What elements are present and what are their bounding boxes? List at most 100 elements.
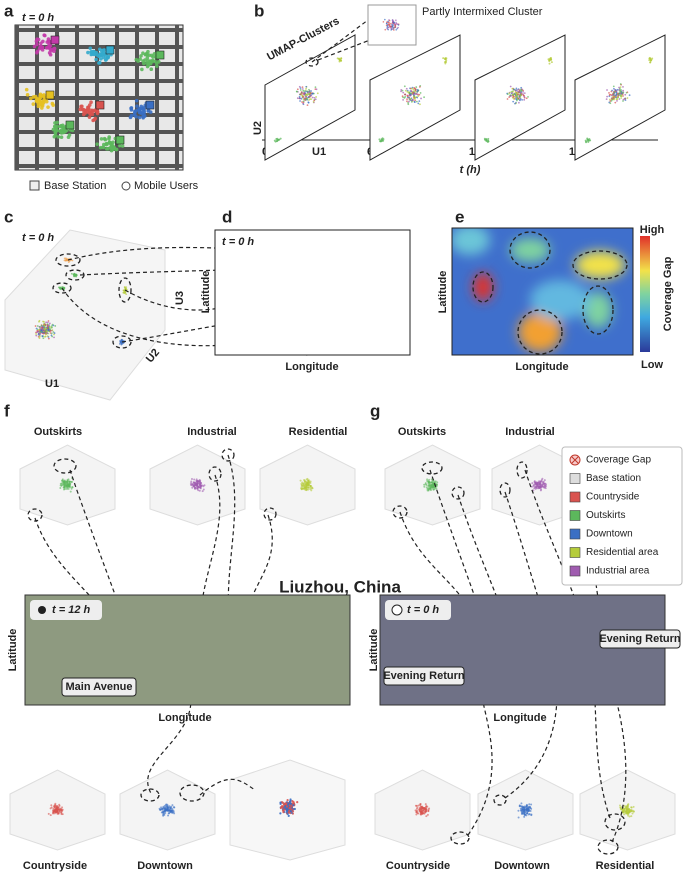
point [281,809,285,812]
point [137,115,142,120]
point [56,804,59,807]
point [298,85,301,88]
point [160,811,163,814]
point [99,137,104,141]
point [35,333,37,335]
point [513,98,515,100]
cluster-name: Industrial [505,426,555,438]
point [387,23,390,26]
point [539,484,542,487]
point [512,100,515,103]
point [520,805,523,808]
point [41,335,44,337]
point [44,99,49,104]
legend-swatch [571,456,579,464]
point [47,336,50,338]
point [548,59,551,62]
point [628,815,631,818]
point [517,809,520,812]
point [608,92,610,94]
point [404,89,407,92]
connector [199,474,221,656]
point [425,483,428,486]
point [395,28,398,31]
time-label: t = 0 h [22,12,54,24]
point [538,480,541,483]
point [487,137,490,140]
highlight [509,231,551,269]
point [192,481,195,484]
point [155,64,159,68]
point [624,809,627,812]
point [613,95,616,98]
point [514,102,516,105]
point [529,807,532,810]
point [51,103,55,107]
annotation: Evening Return [599,633,681,645]
point [70,128,75,133]
point [66,485,69,488]
point [50,325,53,328]
point [426,478,429,481]
point [506,98,509,100]
point [435,485,438,488]
colorbar [640,236,650,352]
point [530,485,533,488]
point [392,20,394,23]
highlight [305,57,319,67]
point [605,98,608,101]
point [521,809,524,812]
point [285,805,289,808]
point [35,49,40,54]
point [588,139,591,142]
point [386,23,388,25]
point [59,807,62,810]
point [296,801,299,804]
point [420,809,423,812]
highlight [499,482,511,498]
point [199,487,202,490]
point [420,97,422,100]
point [429,489,432,492]
point [107,140,112,145]
point [31,102,36,106]
point [541,483,544,486]
point [550,61,553,64]
point [412,88,415,91]
point [302,93,305,96]
point [403,85,406,88]
point [395,21,397,24]
point [444,62,447,65]
point [429,487,432,490]
point [74,273,77,276]
point [141,61,146,66]
legend-text: Residential area [586,547,659,558]
point [42,337,45,340]
point [293,807,296,811]
point [88,46,93,51]
point [160,806,163,809]
point [418,100,421,103]
point [72,273,75,276]
point [195,486,198,489]
point [523,814,526,817]
point [405,87,408,90]
point [89,50,94,54]
point [415,811,418,814]
axis-label: U1 [312,146,326,158]
axis-label: U2 [252,121,264,135]
heat-blob [530,280,590,320]
point [61,813,64,816]
point [624,93,627,96]
point [95,142,100,146]
point [424,803,427,806]
point [622,95,624,97]
point [525,97,528,100]
point [539,486,542,489]
cluster-name: Residential [596,860,655,872]
point [39,41,43,46]
base-station [155,50,165,60]
point [163,804,166,807]
point [190,480,193,483]
point [313,96,316,99]
